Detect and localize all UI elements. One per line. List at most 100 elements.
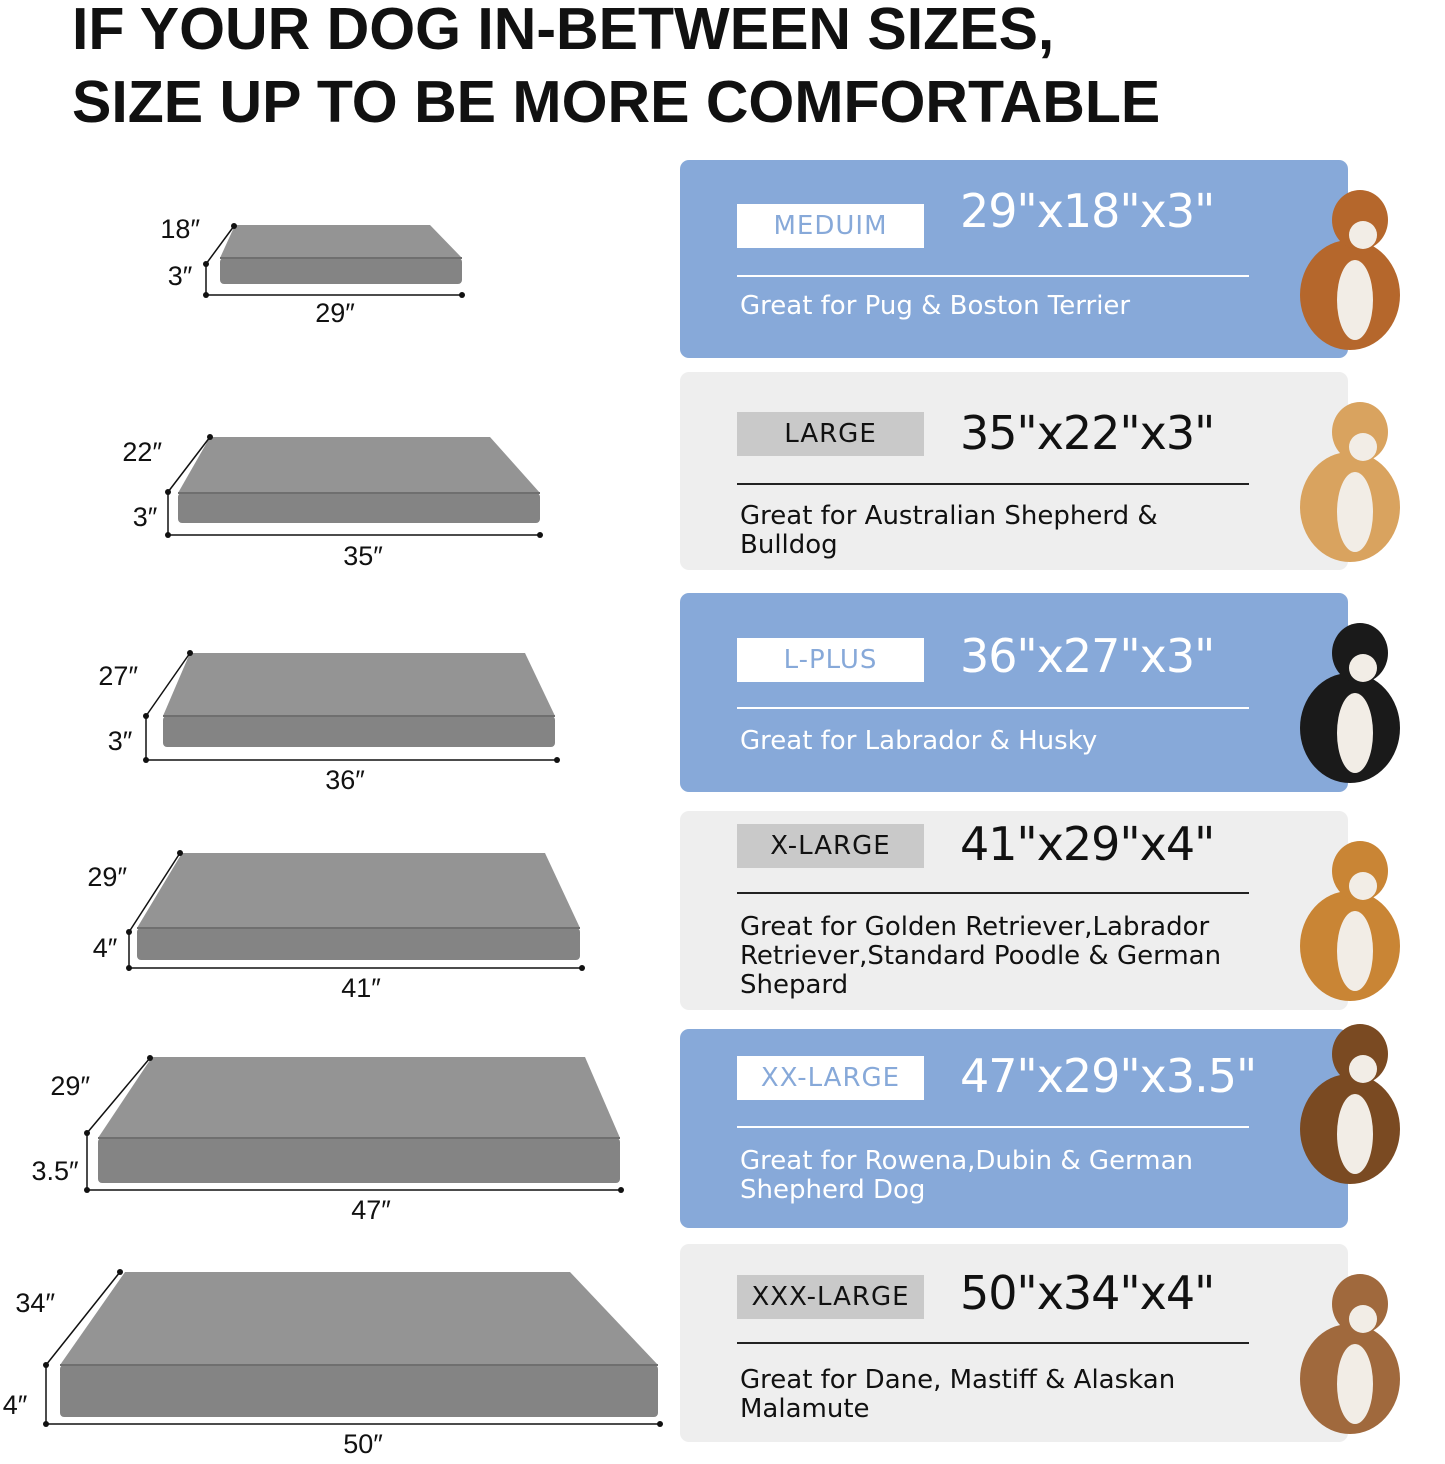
breed-description: Great for Dane, Mastiff & Alaskan Malamu… — [740, 1365, 1176, 1424]
size-dimensions: 50"x34"x4" — [960, 1266, 1215, 1320]
bed-height-label: 4″ — [3, 1390, 28, 1420]
bed-diagrams: 18″ 3″ 29″ 22″ 3″ 35″ 27″ 3″ 36″ 29″ 4″ 41″ 29″ 3.5″ 4… — [3, 214, 663, 1459]
size-badge: LARGE — [737, 412, 924, 456]
depth-dimension-line — [167, 436, 211, 493]
bed-length-label: 41″ — [341, 973, 381, 1003]
bed-top-face — [137, 853, 580, 928]
divider — [737, 275, 1249, 277]
size-badge: MEDUIM — [737, 204, 924, 248]
bed-length-label: 29″ — [315, 298, 355, 328]
dimension-endpoint — [537, 532, 543, 538]
size-badge: X-LARGE — [737, 824, 924, 868]
bed-diagram: 34″ 4″ 50″ — [3, 1269, 663, 1459]
bed-front-face — [220, 258, 462, 284]
size-badge: XXX-LARGE — [737, 1275, 924, 1319]
size-dimensions: 35"x22"x3" — [960, 406, 1215, 460]
size-card-large: LARGE 35"x22"x3" Great for Australian Sh… — [680, 372, 1400, 570]
dimension-endpoint — [126, 929, 132, 935]
dimension-endpoint — [203, 292, 209, 298]
size-card-x-large: X-LARGE 41"x29"x4" Great for Golden Retr… — [680, 811, 1400, 1010]
bed-front-face — [163, 716, 555, 747]
size-card-l-plus: L-PLUS 36"x27"x3" Great for Labrador & H… — [680, 593, 1400, 792]
bed-diagram: 29″ 3.5″ 47″ — [31, 1055, 624, 1225]
dimension-endpoint — [165, 489, 171, 495]
dimension-endpoint — [126, 965, 132, 971]
divider — [737, 483, 1249, 485]
size-dimensions: 41"x29"x4" — [960, 817, 1215, 871]
dimension-endpoint — [207, 434, 213, 440]
bed-diagram: 18″ 3″ 29″ — [160, 214, 465, 328]
border-collie-image — [1300, 623, 1400, 783]
shiba-image — [1300, 402, 1400, 562]
breed-description: Great for Golden Retriever,Labrador Retr… — [740, 912, 1222, 1000]
bed-width-label: 34″ — [15, 1288, 55, 1318]
depth-dimension-line — [86, 1057, 151, 1134]
headline-line-2: SIZE UP TO BE MORE COMFORTABLE — [72, 69, 1161, 135]
size-badge: L-PLUS — [737, 638, 924, 682]
dimension-endpoint — [143, 713, 149, 719]
breed-description: Great for Labrador & Husky — [740, 726, 1098, 756]
bed-length-label: 50″ — [343, 1429, 383, 1459]
bed-width-label: 27″ — [98, 661, 138, 691]
bulldog-image — [1300, 190, 1400, 350]
bed-length-label: 35″ — [343, 541, 383, 571]
breed-description: Great for Pug & Boston Terrier — [740, 291, 1131, 321]
dimension-endpoint — [187, 650, 193, 656]
bed-top-face — [220, 225, 462, 258]
bed-front-face — [137, 928, 580, 960]
bed-height-label: 3″ — [168, 261, 193, 291]
size-dimensions: 47"x29"x3.5" — [960, 1049, 1257, 1103]
dimension-endpoint — [203, 261, 209, 267]
depth-dimension-line — [128, 852, 181, 933]
dimension-endpoint — [84, 1130, 90, 1136]
bed-height-label: 3″ — [133, 502, 158, 532]
bed-top-face — [98, 1057, 620, 1138]
bed-top-face — [60, 1272, 658, 1365]
dimension-endpoint — [554, 757, 560, 763]
dimension-endpoint — [43, 1421, 49, 1427]
bed-width-label: 18″ — [160, 214, 200, 244]
bed-front-face — [60, 1365, 658, 1417]
bed-height-label: 3.5″ — [31, 1156, 79, 1186]
bed-diagram: 22″ 3″ 35″ — [122, 434, 543, 571]
bed-width-label: 29″ — [87, 862, 127, 892]
divider — [737, 707, 1249, 709]
dimension-endpoint — [117, 1269, 123, 1275]
depth-dimension-line — [205, 225, 235, 265]
bed-height-label: 4″ — [93, 933, 118, 963]
size-dimensions: 29"x18"x3" — [960, 184, 1215, 238]
dimension-endpoint — [143, 757, 149, 763]
dimension-endpoint — [84, 1187, 90, 1193]
golden-retriever-image — [1300, 841, 1400, 1001]
divider — [737, 1126, 1249, 1128]
dimension-endpoint — [177, 850, 183, 856]
bed-front-face — [98, 1138, 620, 1183]
dimension-endpoint — [43, 1362, 49, 1368]
size-card-xx-large: XX-LARGE 47"x29"x3.5" Great for Rowena,D… — [680, 1024, 1400, 1228]
bed-length-label: 36″ — [325, 765, 365, 795]
bed-diagram: 27″ 3″ 36″ — [98, 650, 560, 795]
depth-dimension-line — [45, 1271, 121, 1366]
german-shepherd-image — [1300, 1024, 1400, 1184]
bed-top-face — [163, 653, 555, 716]
size-card-xxx-large: XXX-LARGE 50"x34"x4" Great for Dane, Mas… — [680, 1244, 1400, 1442]
bed-length-label: 47″ — [351, 1195, 391, 1225]
dimension-endpoint — [165, 532, 171, 538]
size-badge: XX-LARGE — [737, 1056, 924, 1100]
mastiff-image — [1300, 1274, 1400, 1434]
bed-height-label: 3″ — [108, 726, 133, 756]
dimension-endpoint — [231, 223, 237, 229]
depth-dimension-line — [145, 652, 191, 717]
divider — [737, 892, 1249, 894]
bed-width-label: 22″ — [122, 437, 162, 467]
size-dimensions: 36"x27"x3" — [960, 629, 1215, 683]
dimension-endpoint — [459, 292, 465, 298]
dimension-endpoint — [147, 1055, 153, 1061]
dimension-endpoint — [579, 965, 585, 971]
bed-width-label: 29″ — [50, 1071, 90, 1101]
bed-top-face — [178, 437, 540, 493]
breed-description: Great for Australian Shepherd & Bulldog — [740, 501, 1158, 560]
headline-line-1: IF YOUR DOG IN-BETWEEN SIZES, — [72, 0, 1055, 62]
dimension-endpoint — [618, 1187, 624, 1193]
